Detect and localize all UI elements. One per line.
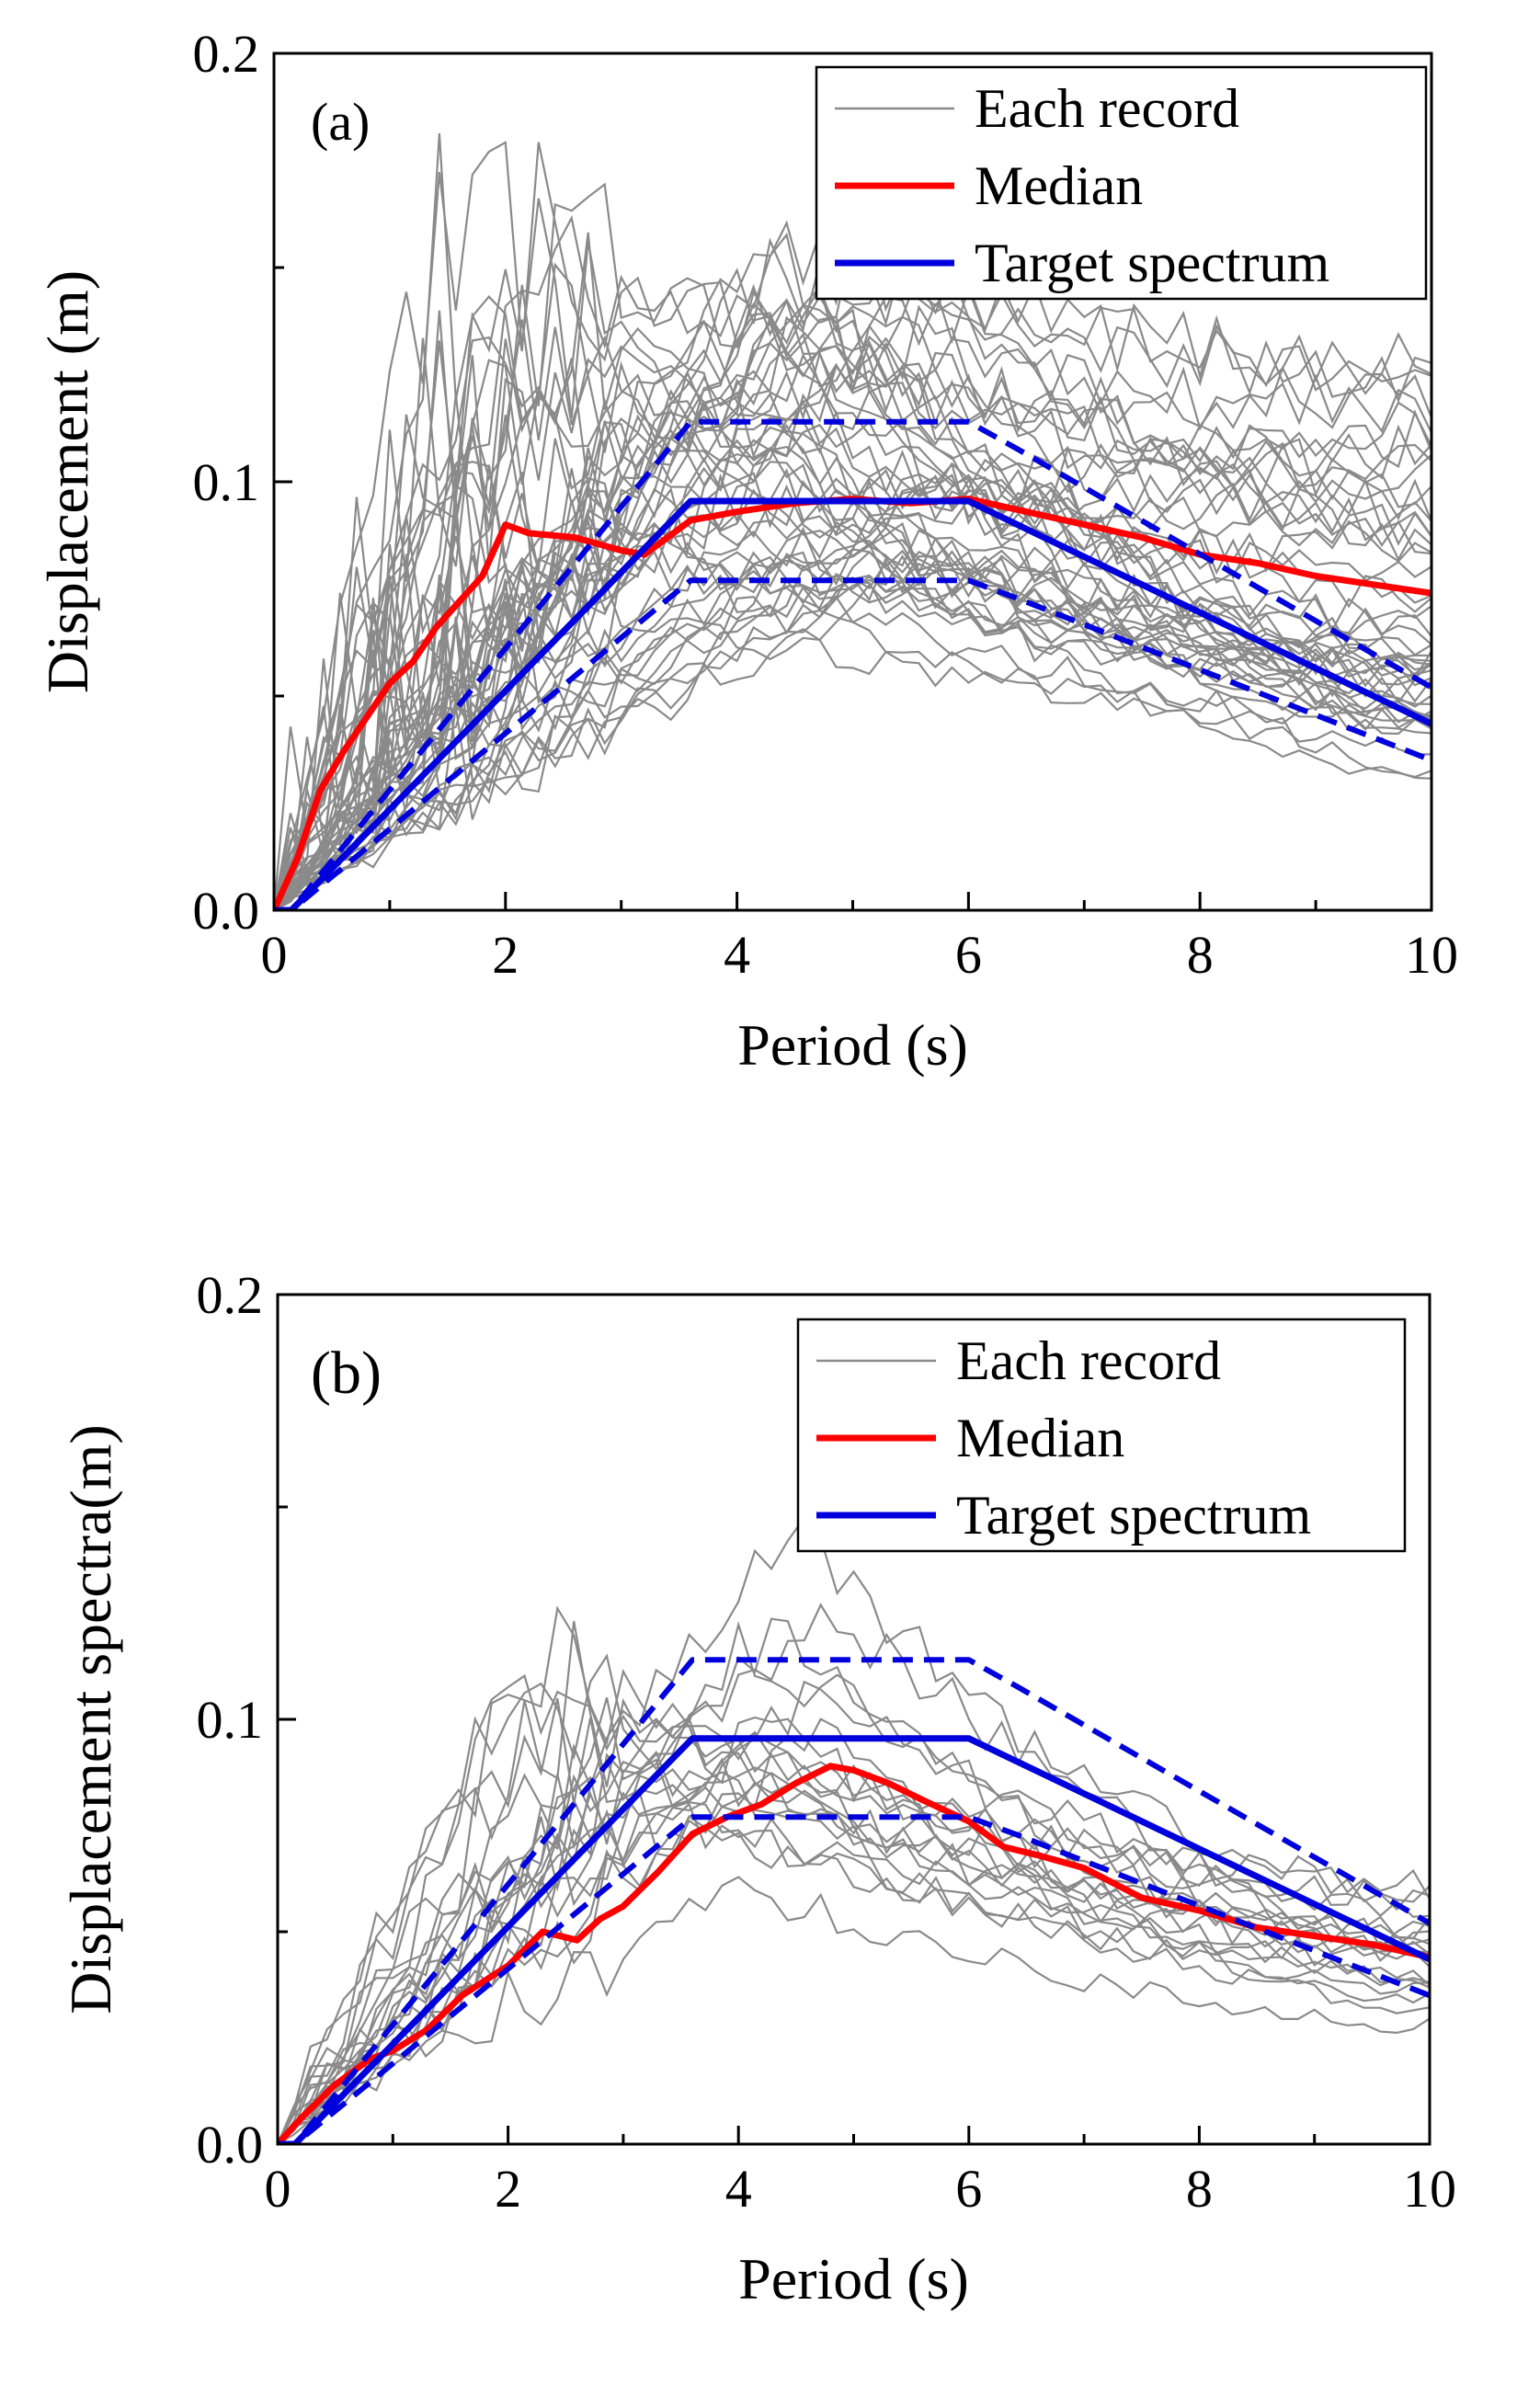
panel-b-y-axis-title: Displacement spectra(m): [58, 1424, 123, 2014]
x-tick-label: 10: [1403, 2159, 1456, 2219]
panel-a: 0 2 4 6 8 10 0.0 0.1 0.2 Period (s) Displacement (…: [35, 24, 1458, 1078]
record-line: [278, 1603, 1430, 2144]
record-line: [278, 1605, 1430, 2144]
panel-b-x-axis-title: Period (s): [738, 2246, 969, 2311]
median-line: [278, 1763, 1430, 2144]
record-line: [274, 362, 1431, 910]
target-lower-bound-line: [274, 577, 1431, 910]
target-upper-bound-line: [278, 1657, 1430, 2144]
record-line: [274, 499, 1431, 910]
legend-label-target: Target spectrum: [956, 1485, 1311, 1546]
record-line: [274, 321, 1431, 910]
x-tick-label: 4: [724, 925, 750, 985]
median-line: [274, 496, 1431, 910]
record-line: [278, 1697, 1430, 2144]
record-line: [278, 1758, 1430, 2144]
x-tick-label: 0: [261, 925, 288, 985]
x-tick-label: 6: [955, 2159, 982, 2219]
y-tick-label: 0.2: [193, 24, 260, 84]
y-tick-label: 0.1: [193, 452, 260, 512]
panel-a-plot-area: [274, 133, 1431, 910]
target-spectrum-line: [278, 1735, 1430, 2144]
record-line: [274, 478, 1431, 910]
record-line: [274, 237, 1431, 910]
panel-b-records: [278, 1516, 1430, 2144]
x-tick-label: 0: [265, 2159, 291, 2219]
y-tick-label: 0.0: [193, 881, 260, 941]
target-upper-bound-line: [274, 418, 1431, 910]
y-tick-label: 0.1: [197, 1690, 264, 1750]
record-line: [278, 1716, 1430, 2144]
record-line: [274, 514, 1431, 910]
record-line: [274, 441, 1431, 910]
x-tick-label: 10: [1405, 925, 1458, 985]
record-line: [274, 535, 1431, 910]
record-line: [274, 232, 1431, 910]
record-line: [274, 549, 1431, 910]
record-line: [278, 1653, 1430, 2144]
record-line: [274, 353, 1431, 910]
record-line: [274, 214, 1431, 910]
record-line: [274, 345, 1431, 910]
record-line: [274, 310, 1431, 910]
x-tick-label: 8: [1186, 2159, 1213, 2219]
record-line: [278, 1876, 1430, 2144]
panel-b: 0 2 4 6 8 10 0.0 0.1 0.2 Period (s) Displacement s…: [58, 1265, 1456, 2311]
legend-label-median: Median: [975, 155, 1143, 216]
legend-label-median: Median: [956, 1408, 1124, 1468]
legend-label-record: Each record: [975, 78, 1239, 139]
record-line: [274, 350, 1431, 910]
panel-b-label: (b): [311, 1340, 382, 1407]
y-tick-label: 0.2: [197, 1265, 264, 1325]
panel-a-label: (a): [311, 92, 370, 152]
x-tick-label: 8: [1187, 925, 1214, 985]
record-line: [274, 290, 1431, 910]
record-line: [274, 401, 1431, 910]
legend-label-target: Target spectrum: [975, 233, 1329, 293]
x-tick-label: 4: [725, 2159, 752, 2219]
record-line: [278, 1718, 1430, 2144]
panel-a-legend: Each record Median Target spectrum: [815, 65, 1428, 301]
x-tick-label: 2: [495, 2159, 521, 2219]
panel-b-plot-area: [278, 1516, 1430, 2144]
record-line: [278, 1771, 1430, 2144]
target-lower-bound-line: [278, 1814, 1430, 2144]
x-tick-label: 6: [955, 925, 982, 985]
record-line: [278, 1673, 1430, 2144]
x-tick-label: 2: [492, 925, 519, 985]
record-line: [278, 1697, 1430, 2144]
y-tick-label: 0.0: [197, 2115, 264, 2174]
panel-a-x-axis-title: Period (s): [737, 1012, 968, 1078]
panel-a-y-axis-title: Displacement (m): [35, 270, 100, 693]
record-line: [274, 285, 1431, 910]
record-line: [274, 232, 1431, 910]
panel-b-legend: Each record Median Target spectrum: [796, 1318, 1407, 1553]
target-spectrum-line: [274, 497, 1431, 910]
record-line: [274, 540, 1431, 910]
legend-label-record: Each record: [956, 1330, 1221, 1391]
record-line: [278, 1774, 1430, 2144]
record-line: [278, 1730, 1430, 2144]
record-line: [274, 531, 1431, 910]
